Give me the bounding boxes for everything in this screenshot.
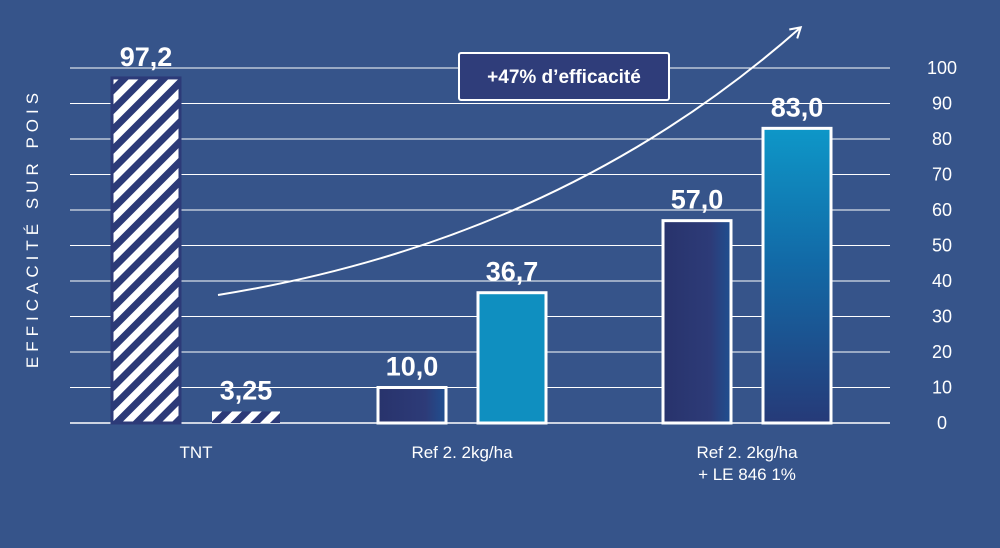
y-tick-label: 60 — [932, 200, 952, 220]
category-labels: TNT Ref 2. 2kg/ha Ref 2. 2kg/ha + LE 846 1% — [179, 443, 798, 484]
bar-series2-3 — [761, 126, 833, 425]
y-tick-label: 50 — [932, 236, 952, 256]
y-tick-label: 70 — [932, 165, 952, 185]
category-label: Ref 2. 2kg/ha — [411, 443, 513, 462]
y-tick-label: 100 — [927, 58, 957, 78]
bars — [110, 76, 833, 425]
bar-value-label: 3,25 — [220, 375, 273, 405]
y-tick-label: 90 — [932, 94, 952, 114]
grid-lines — [70, 67, 890, 424]
bar-series1-2 — [376, 386, 448, 425]
bar-value-label: 10,0 — [386, 352, 439, 382]
bar-series2-2 — [476, 291, 548, 425]
category-label: TNT — [179, 443, 212, 462]
y-axis-label: EFFICACITÉ SUR POIS — [23, 88, 42, 368]
trend-arrow — [217, 26, 803, 296]
callout-text: +47% d’efficacité — [487, 67, 641, 88]
y-tick-label: 20 — [932, 342, 952, 362]
efficiency-callout: +47% d’efficacité — [458, 52, 670, 101]
y-axis-ticks: 0 10 20 30 40 50 60 70 80 90 100 — [927, 58, 957, 433]
bar-value-label: 36,7 — [486, 257, 539, 287]
bar-value-label: 57,0 — [671, 185, 724, 215]
y-tick-label: 0 — [937, 413, 947, 433]
y-tick-label: 30 — [932, 307, 952, 327]
bar-value-label: 97,2 — [120, 42, 173, 72]
bar-series1-1 — [110, 76, 182, 425]
y-tick-label: 10 — [932, 378, 952, 398]
category-label: + LE 846 1% — [698, 465, 796, 484]
category-label: Ref 2. 2kg/ha — [696, 443, 798, 462]
bar-series2-1 — [212, 411, 280, 423]
value-labels: 97,2 10,0 57,0 3,25 36,7 83,0 — [120, 42, 824, 406]
bar-value-label: 83,0 — [771, 92, 824, 122]
y-tick-label: 80 — [932, 129, 952, 149]
bar-series1-3 — [661, 219, 733, 425]
y-tick-label: 40 — [932, 271, 952, 291]
